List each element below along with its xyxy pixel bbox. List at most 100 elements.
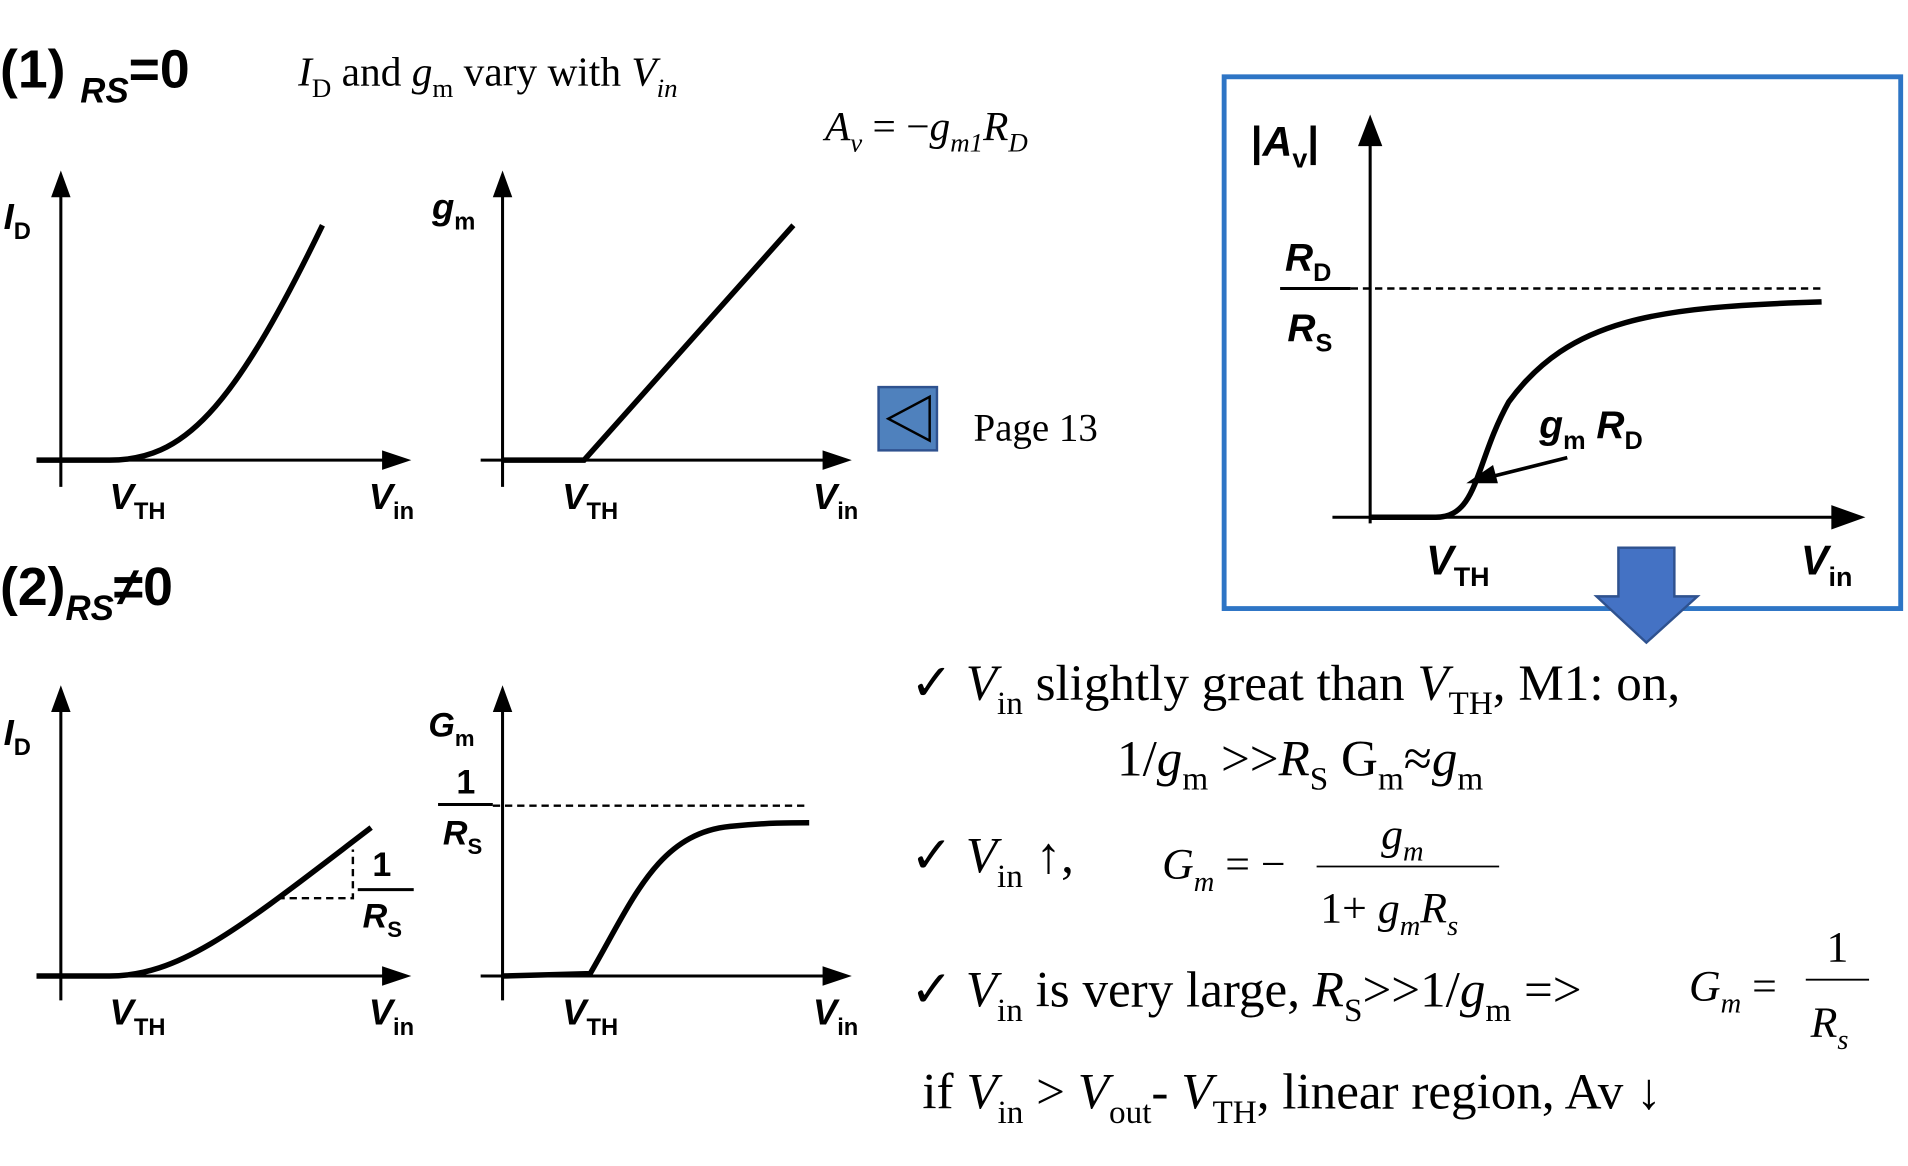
text-fragment: TH [1449, 685, 1493, 722]
text-fragment: ✓ [910, 961, 966, 1018]
text-fragment: m [455, 726, 475, 751]
text-fragment: g [1378, 884, 1400, 932]
fraction-numerator: gm [1381, 810, 1423, 867]
section-title: (2)RS≠0 [0, 558, 173, 628]
text-fragment: V [966, 961, 1003, 1018]
text-fragment: =0 [129, 41, 190, 100]
bullet: ✓ Vin ↑, [910, 828, 1074, 895]
text-fragment: R [1586, 404, 1625, 447]
axis-label: ID [4, 196, 31, 245]
text-fragment: (1) [0, 41, 80, 100]
text-fragment: s [1447, 911, 1458, 942]
text-fragment: in [1829, 562, 1853, 592]
text-fragment: V [631, 48, 661, 94]
text-fragment: , M1: on, [1493, 655, 1680, 712]
bullet: ✓ Vin is very large, RS>>1/gm => [910, 961, 1581, 1028]
text-fragment: V [562, 992, 589, 1033]
text-fragment: A [1261, 119, 1292, 165]
text-fragment: m1 [950, 128, 983, 158]
text-fragment: D [1007, 128, 1027, 158]
text-fragment: R [982, 103, 1008, 149]
text-fragment: S [91, 589, 114, 628]
axis-label: Vin [1801, 537, 1852, 592]
text-fragment: TH [1454, 562, 1490, 592]
text-fragment: g [1157, 730, 1183, 787]
bullet: ✓ Vin slightly great than VTH, M1: on, [910, 655, 1680, 722]
text-fragment: V [110, 992, 137, 1033]
chart-av: |Av| RD RS gm RD VTH Vin [1221, 74, 1904, 611]
text-fragment: V [813, 992, 840, 1033]
text-fragment: ↑, [1023, 828, 1074, 885]
chart-id-1: ID VTH Vin [4, 170, 414, 525]
text-fragment: D [1313, 259, 1331, 287]
text-fragment: m [1457, 761, 1483, 798]
text-fragment: R [1312, 961, 1344, 1018]
down-arrow [1593, 546, 1701, 645]
text-fragment: = − [1214, 841, 1285, 889]
text-fragment: S [468, 834, 483, 859]
text-fragment: m [1400, 911, 1421, 942]
tick-label: VTH [110, 476, 166, 525]
text-fragment: = [1741, 962, 1777, 1010]
text-fragment: if [922, 1064, 966, 1121]
text-fragment: in [837, 1015, 858, 1041]
fraction-denominator: RS [363, 897, 402, 942]
text-fragment: TH [587, 499, 619, 525]
text-fragment: V [1181, 1064, 1218, 1121]
text-fragment: S [387, 917, 402, 942]
text-fragment: V [1426, 537, 1457, 583]
text-fragment: D [1625, 427, 1643, 455]
text-fragment: R [65, 589, 90, 628]
text-fragment: TH [587, 1015, 619, 1041]
fraction-numerator: 1 [456, 764, 475, 802]
axis-label: Gm [428, 706, 474, 751]
text-fragment: m [1485, 992, 1511, 1029]
text-fragment: g [930, 103, 951, 149]
text-fragment: m [1194, 867, 1215, 898]
axis-label: gm [431, 186, 475, 235]
text-fragment: g [1381, 810, 1403, 858]
text-fragment: ✓ [910, 828, 966, 885]
text-fragment: in [997, 992, 1023, 1029]
text-fragment: m [1721, 989, 1742, 1020]
text-fragment: > [1023, 1064, 1077, 1121]
chart-gm-2: Gm 1 RS VTH Vin [428, 685, 858, 1041]
text-fragment: m [1378, 761, 1404, 798]
text-fragment: D [14, 219, 31, 245]
text-fragment: 1+ [1320, 884, 1378, 932]
text-fragment: R [80, 72, 105, 111]
fraction-numerator: RD [1285, 236, 1331, 287]
text-fragment: I [4, 712, 15, 753]
text-fragment: V [562, 476, 589, 517]
bullet: if Vin > Vout- VTH, linear region, Av ↓ [922, 1064, 1661, 1131]
formula: Av = −gm1RD [822, 103, 1028, 158]
tick-label: VTH [1426, 537, 1489, 592]
text-fragment: G [428, 706, 454, 744]
text-fragment: S [1316, 330, 1333, 358]
text-fragment: S [105, 72, 128, 111]
text-fragment: ✓ [910, 655, 966, 712]
axis-label: Vin [813, 476, 858, 525]
text-fragment: g [1460, 961, 1486, 1018]
page-link-text[interactable]: Page 13 [973, 407, 1097, 450]
text-fragment: V [369, 992, 396, 1033]
text-fragment: in [393, 499, 414, 525]
text-fragment: => [1511, 961, 1581, 1018]
fraction-denominator: 1+ gmRs [1320, 884, 1458, 941]
text-fragment: v [850, 128, 862, 158]
text-fragment: g [1432, 730, 1458, 787]
text-fragment: g [412, 48, 433, 94]
text-fragment: R [1810, 999, 1838, 1047]
text-fragment: R [1285, 236, 1313, 279]
text-fragment: R [1419, 884, 1447, 932]
tick-label: VTH [562, 476, 618, 525]
text-fragment: S [1310, 761, 1328, 798]
text-fragment: V [1801, 537, 1832, 583]
section-title: (1) RS=0 [0, 41, 190, 111]
text-fragment: ≈ [1404, 730, 1432, 787]
text-fragment: in [657, 73, 678, 103]
page-link[interactable]: Page 13 [877, 385, 1098, 452]
fraction-denominator: Rs [1810, 999, 1849, 1056]
